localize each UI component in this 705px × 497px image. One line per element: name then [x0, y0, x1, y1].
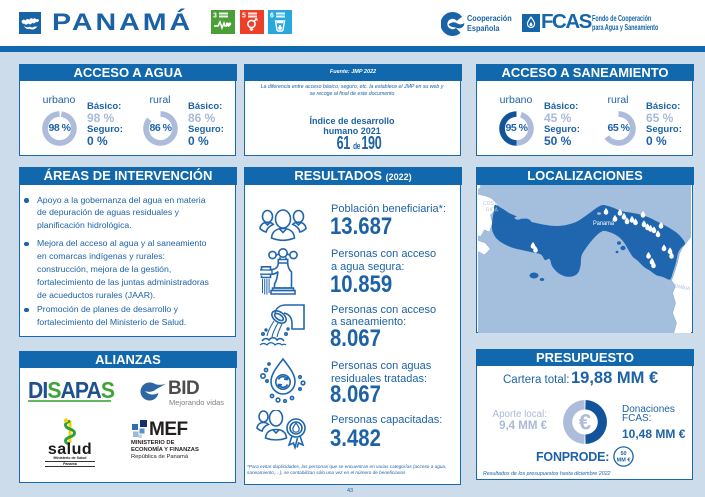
svg-text:€: € [579, 410, 591, 435]
svg-text:MM €: MM € [617, 458, 631, 464]
svg-text:6: 6 [270, 13, 274, 20]
svg-text:RICA: RICA [486, 208, 499, 214]
svg-text:50: 50 [620, 451, 626, 457]
svg-text:COSTA: COSTA [483, 201, 501, 207]
svg-text:3: 3 [213, 13, 217, 20]
svg-text:Panamá: Panamá [593, 220, 614, 227]
svg-text:COLOMBIA: COLOMBIA [663, 281, 690, 292]
svg-text:5: 5 [242, 13, 246, 20]
